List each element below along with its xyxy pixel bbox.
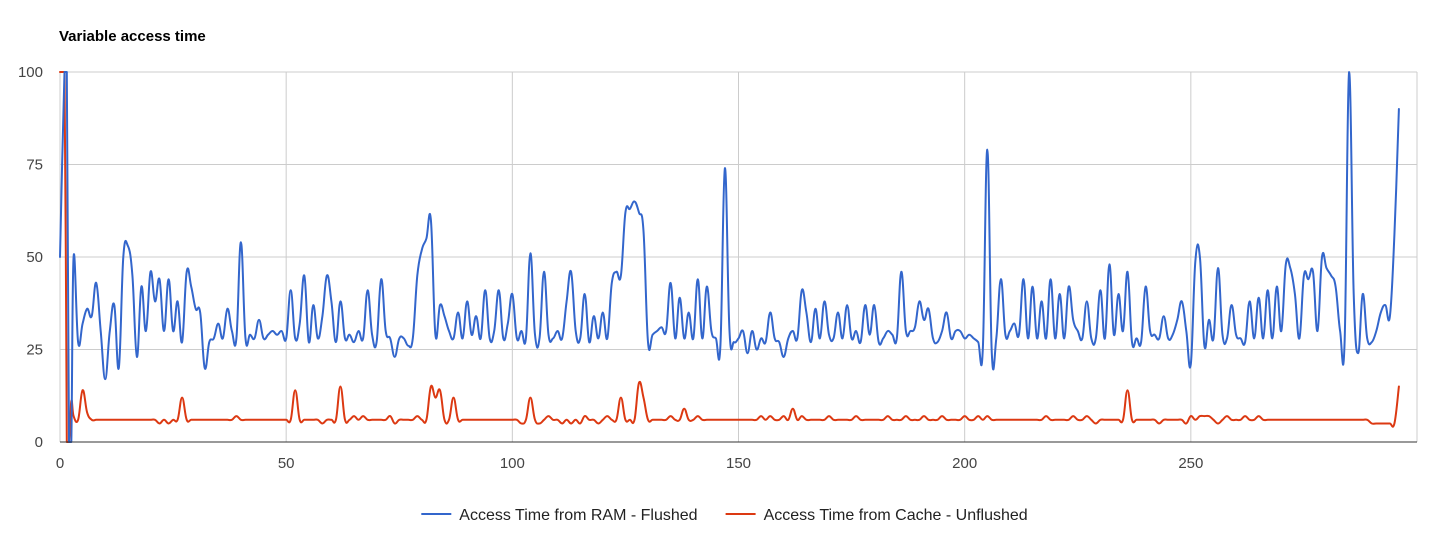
legend-label: Access Time from Cache - Unflushed bbox=[764, 507, 1028, 524]
legend-label: Access Time from RAM - Flushed bbox=[459, 507, 697, 524]
x-tick-label: 150 bbox=[726, 455, 751, 472]
x-tick-label: 0 bbox=[56, 455, 64, 472]
y-axis-ticks: 0 25 50 75 100 bbox=[18, 64, 43, 451]
y-tick-label: 0 bbox=[35, 434, 43, 451]
legend[interactable]: Access Time from RAM - Flushed Access Tim… bbox=[421, 507, 1028, 524]
x-tick-label: 100 bbox=[500, 455, 525, 472]
y-tick-label: 25 bbox=[26, 342, 43, 359]
x-tick-label: 50 bbox=[278, 455, 295, 472]
chart-title: Variable access time bbox=[59, 28, 206, 45]
x-tick-label: 200 bbox=[952, 455, 977, 472]
y-tick-label: 50 bbox=[26, 249, 43, 266]
series-layer bbox=[59, 71, 1400, 443]
series-line-0 bbox=[59, 71, 1400, 443]
y-tick-label: 75 bbox=[26, 157, 43, 174]
x-tick-label: 250 bbox=[1178, 455, 1203, 472]
series-line-1 bbox=[59, 71, 1400, 443]
legend-item-1[interactable]: Access Time from Cache - Unflushed bbox=[725, 507, 1028, 524]
x-axis-ticks: 0 50 100 150 200 250 bbox=[56, 455, 1204, 472]
legend-item-0[interactable]: Access Time from RAM - Flushed bbox=[421, 507, 698, 524]
grid bbox=[59, 71, 1418, 442]
y-tick-label: 100 bbox=[18, 64, 43, 81]
